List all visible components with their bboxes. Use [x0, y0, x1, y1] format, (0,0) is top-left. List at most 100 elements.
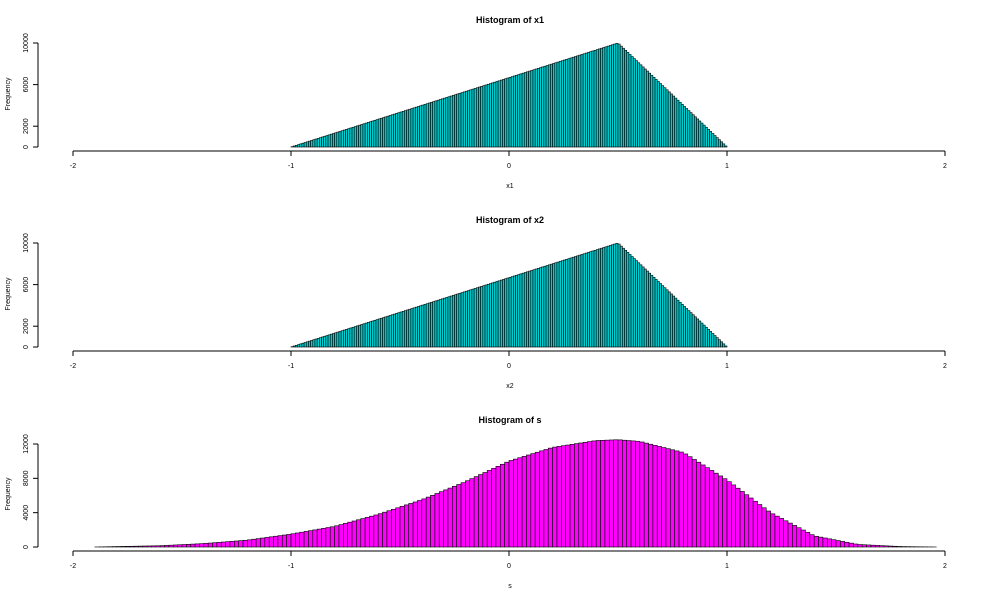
histogram-bar — [883, 545, 889, 548]
bars-group — [94, 439, 937, 548]
histogram-bar — [648, 72, 652, 148]
histogram-bar — [613, 43, 617, 148]
histogram-bar — [369, 321, 372, 348]
histogram-bar — [404, 110, 407, 148]
histogram-bar — [133, 545, 139, 548]
histogram-bar — [643, 268, 647, 348]
histogram-bar — [526, 71, 529, 148]
histogram-bar — [308, 530, 314, 548]
histogram-bar — [360, 518, 366, 548]
histogram-bar — [382, 511, 388, 548]
histogram-bar — [414, 306, 418, 348]
histogram-bar — [600, 440, 606, 548]
histogram-bar — [347, 128, 351, 148]
histogram-bar — [380, 317, 383, 348]
histogram-bar — [796, 527, 802, 548]
histogram-bar — [739, 491, 745, 548]
histogram-bar — [417, 500, 423, 548]
histogram-bar — [563, 59, 566, 148]
histogram-bar — [303, 531, 309, 548]
histogram-bar — [717, 339, 721, 348]
histogram-bar — [301, 142, 305, 148]
histogram-bar — [159, 545, 165, 548]
histogram-bar — [319, 337, 322, 348]
histogram-bar — [582, 53, 586, 148]
histogram-bar — [347, 521, 353, 548]
histogram-bar — [687, 110, 691, 148]
histogram-bar — [386, 315, 390, 348]
y-axis-label: Frequency — [5, 477, 12, 511]
histogram-bar — [301, 342, 305, 348]
histogram-bar — [617, 439, 623, 548]
histogram-bar — [735, 487, 741, 548]
x-tick-label: 2 — [943, 563, 947, 570]
histogram-bar — [639, 64, 643, 148]
histogram-bar — [449, 295, 453, 348]
histogram-bar — [486, 283, 490, 348]
histogram-bar — [212, 542, 218, 548]
histogram-bar — [689, 112, 693, 148]
histogram-bar — [436, 99, 440, 148]
histogram-bar — [356, 325, 359, 348]
histogram-bar — [563, 259, 566, 348]
histogram-bar — [364, 322, 368, 348]
y-tick-label: 8000 — [23, 470, 30, 486]
histogram-bar — [329, 133, 333, 148]
histogram-bar — [652, 277, 656, 348]
histogram-bar — [447, 96, 451, 148]
histogram-bar — [441, 298, 444, 348]
histogram-bar — [421, 304, 425, 348]
histogram-bar — [497, 80, 501, 148]
histogram-bar — [360, 324, 364, 348]
histogram-bar — [334, 332, 338, 348]
x-tick-label: -1 — [288, 163, 294, 170]
histogram-bar — [499, 279, 503, 348]
histogram-bar — [334, 132, 338, 148]
histogram-bar — [674, 97, 678, 148]
histogram-bar — [390, 314, 394, 348]
histogram-bar — [696, 118, 699, 148]
histogram-bar — [674, 297, 678, 348]
histogram-bar — [556, 61, 560, 148]
histogram-bar — [338, 331, 342, 348]
histogram-bar — [713, 335, 717, 348]
histogram-bar — [818, 536, 824, 548]
histogram-bar — [641, 66, 645, 148]
histogram-bar — [430, 301, 433, 348]
x-tick-label: 1 — [725, 563, 729, 570]
histogram-bar — [443, 489, 449, 548]
histogram-bar — [436, 299, 440, 348]
histogram-bar — [220, 541, 226, 548]
histogram-bar — [765, 510, 771, 548]
histogram-bar — [410, 308, 414, 348]
histogram-bar — [530, 270, 534, 348]
histogram-bar — [532, 269, 536, 348]
histogram-bar — [687, 456, 693, 548]
histogram-bar — [613, 439, 619, 548]
histogram-bar — [578, 442, 584, 548]
histogram-bar — [574, 56, 577, 148]
histogram-bar — [543, 449, 549, 548]
x-axis-label: x1 — [506, 183, 514, 190]
histogram-bar — [303, 342, 307, 348]
histogram-bar — [375, 119, 379, 148]
histogram-bar — [308, 140, 311, 148]
y-tick-label: 0 — [23, 545, 30, 549]
histogram-bar — [199, 543, 205, 548]
histogram-bar — [510, 76, 514, 148]
histogram-bar — [438, 491, 444, 548]
histogram-bar — [567, 258, 571, 348]
x-tick-label: -2 — [70, 363, 76, 370]
histogram-bar — [423, 304, 427, 348]
histogram-bar — [674, 450, 680, 548]
histogram-bar — [434, 300, 438, 348]
histogram-bar — [604, 246, 608, 348]
histogram-bar — [469, 289, 473, 348]
histogram-bar — [177, 544, 183, 548]
histogram-bar — [652, 445, 658, 548]
histogram-bar — [704, 126, 708, 148]
histogram-bar — [896, 546, 902, 548]
histogram-bar — [565, 258, 569, 348]
y-tick-label: 10000 — [23, 33, 30, 53]
histogram-bar — [414, 106, 418, 148]
